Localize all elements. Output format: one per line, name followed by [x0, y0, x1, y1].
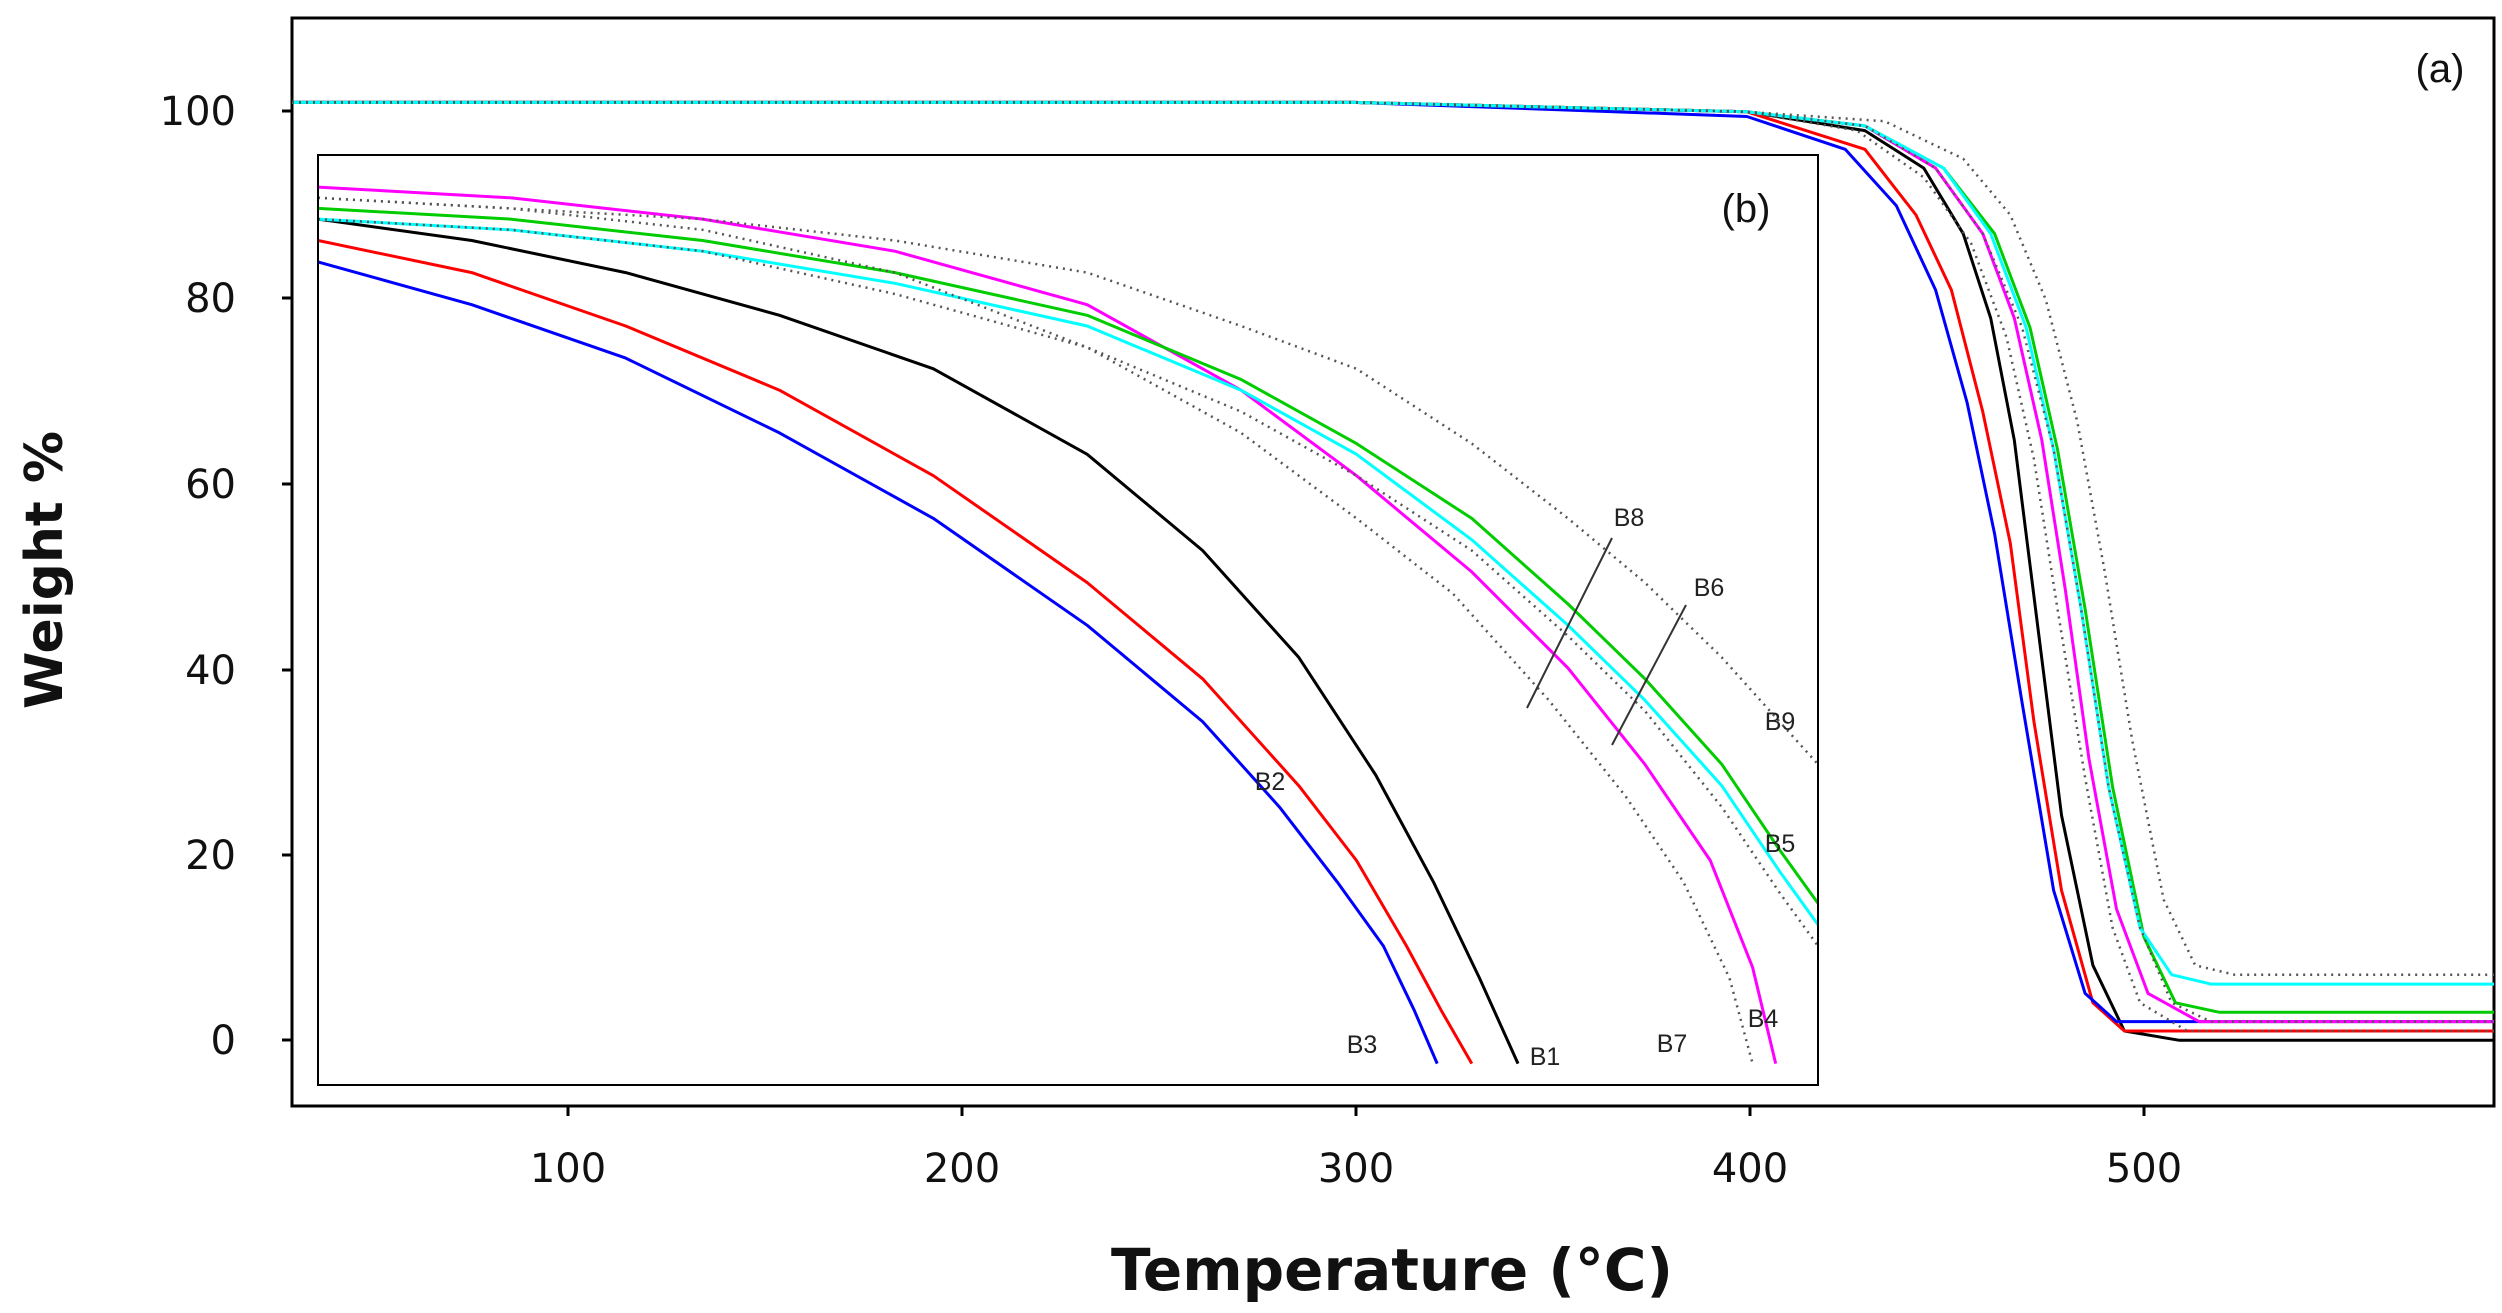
y-tick-label: 80	[185, 276, 236, 322]
x-axis: 100 200 300 400 500	[530, 1106, 2182, 1192]
inset-label-b2: B2	[1255, 768, 1286, 796]
series-line-b8	[318, 217, 1818, 947]
series-line-b7	[318, 196, 1754, 1064]
panel-label-a: (a)	[2416, 47, 2465, 91]
inset-background	[317, 154, 1819, 1086]
b6-leader-line	[1611, 604, 1687, 746]
inset-label-b4: B4	[1748, 1005, 1779, 1033]
x-tick-label: 400	[1712, 1146, 1788, 1192]
series-line-b3	[318, 260, 1439, 1065]
inset-series-group	[318, 185, 1818, 1065]
inset-label-b6: B6	[1694, 574, 1725, 602]
x-tick-label: 100	[530, 1146, 606, 1192]
panel-label-b: (b)	[1722, 187, 1771, 231]
inset-label-b9: B9	[1765, 708, 1796, 736]
y-axis-title: Weight %	[15, 431, 75, 709]
y-tick-label: 60	[185, 462, 236, 508]
series-line-b1	[318, 217, 1520, 1065]
b8-leader-line	[1526, 537, 1613, 709]
inset-label-b8: B8	[1614, 504, 1645, 532]
x-axis-title: Temperature (°C)	[1111, 1236, 1673, 1304]
series-line-b9	[292, 101, 2494, 976]
inset-frame	[317, 154, 1819, 1086]
y-tick-label: 20	[185, 833, 236, 879]
series-line-b7	[292, 101, 2494, 1033]
series-line-b5	[318, 206, 1818, 905]
inset-label-b3: B3	[1347, 1031, 1378, 1059]
series-line-b9	[318, 196, 1818, 766]
series-line-b6	[292, 100, 2494, 986]
main-series-group	[292, 100, 2494, 1042]
y-axis: 0 20 40 60 80 100	[160, 89, 292, 1064]
y-tick-label: 0	[211, 1018, 236, 1064]
x-tick-label: 500	[2106, 1146, 2182, 1192]
inset-label-b7: B7	[1657, 1030, 1688, 1058]
inset-label-b5: B5	[1765, 830, 1796, 858]
x-tick-label: 200	[924, 1146, 1000, 1192]
y-tick-label: 40	[185, 648, 236, 694]
series-line-b2	[318, 239, 1474, 1065]
main-plot-frame	[290, 16, 2496, 1108]
y-tick-label: 100	[160, 89, 236, 135]
series-line-b3	[292, 100, 2494, 1024]
inset-label-b1: B1	[1530, 1043, 1561, 1071]
x-tick-label: 300	[1318, 1146, 1394, 1192]
series-line-b2	[292, 100, 2494, 1033]
